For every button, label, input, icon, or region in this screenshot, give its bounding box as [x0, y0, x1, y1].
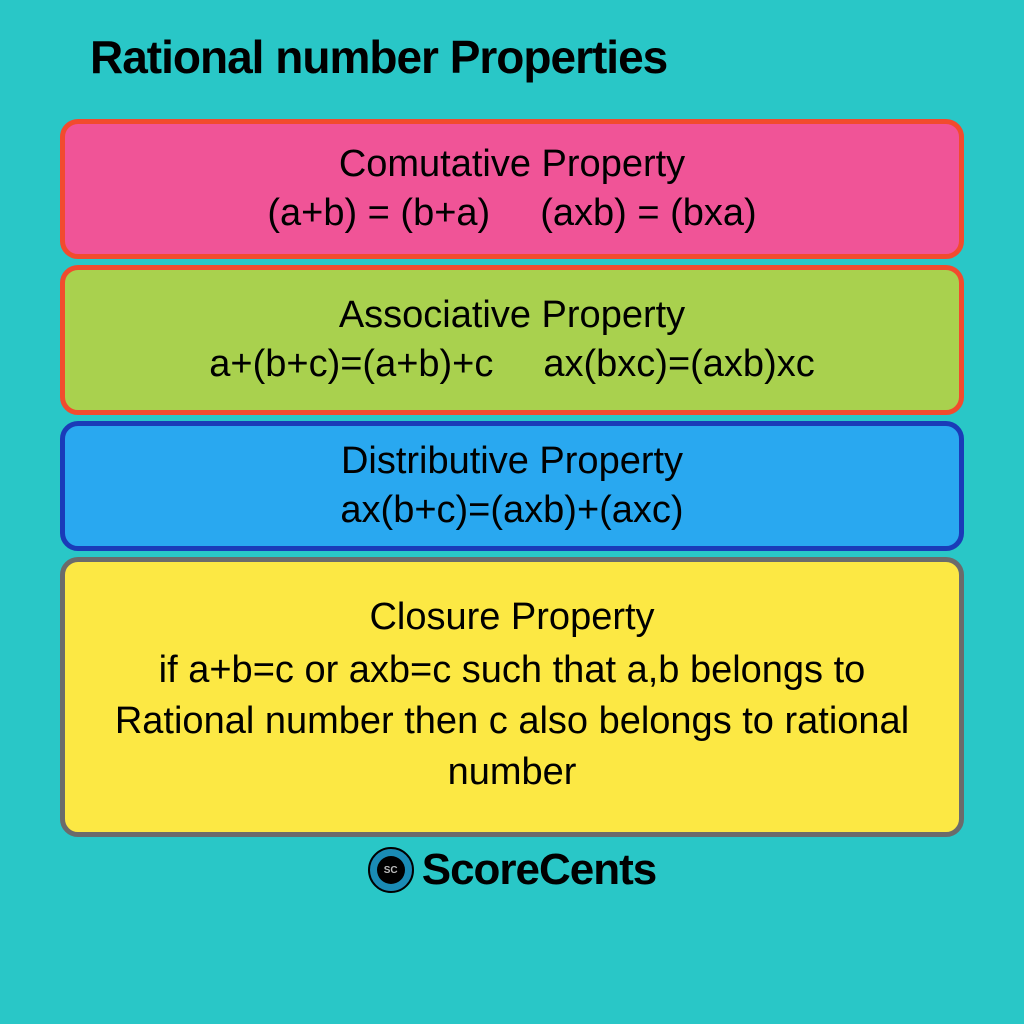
card-associative: Associative Property a+(b+c)=(a+b)+c ax(…: [60, 265, 964, 415]
card-distributive: Distributive Property ax(b+c)=(axb)+(axc…: [60, 421, 964, 551]
card-body: ax(b+c)=(axb)+(axc): [340, 489, 683, 532]
card-title: Associative Property: [339, 294, 685, 337]
card-title: Distributive Property: [341, 440, 683, 483]
card-body: (a+b) = (b+a) (axb) = (bxa): [267, 192, 756, 235]
brand-logo-inner: SC: [377, 856, 405, 884]
footer: SC ScoreCents: [60, 845, 964, 895]
card-body: if a+b=c or axb=c such that a,b belongs …: [85, 645, 939, 799]
brand-logo-icon: SC: [368, 847, 414, 893]
formula-text: (axb) = (bxa): [540, 192, 756, 235]
card-body: a+(b+c)=(a+b)+c ax(bxc)=(axb)xc: [209, 343, 814, 386]
formula-text: ax(b+c)=(axb)+(axc): [340, 489, 683, 531]
infographic-canvas: Rational number Properties Comutative Pr…: [0, 0, 1024, 1024]
formula-text: a+(b+c)=(a+b)+c: [209, 343, 493, 386]
formula-text: ax(bxc)=(axb)xc: [543, 343, 814, 386]
card-closure: Closure Property if a+b=c or axb=c such …: [60, 557, 964, 837]
page-title: Rational number Properties: [60, 30, 964, 84]
formula-text: if a+b=c or axb=c such that a,b belongs …: [115, 649, 909, 794]
formula-text: (a+b) = (b+a): [267, 192, 490, 235]
card-title: Comutative Property: [339, 143, 685, 186]
cards-container: Comutative Property (a+b) = (b+a) (axb) …: [60, 119, 964, 837]
card-commutative: Comutative Property (a+b) = (b+a) (axb) …: [60, 119, 964, 259]
card-title: Closure Property: [369, 596, 654, 639]
brand-name: ScoreCents: [422, 845, 657, 895]
